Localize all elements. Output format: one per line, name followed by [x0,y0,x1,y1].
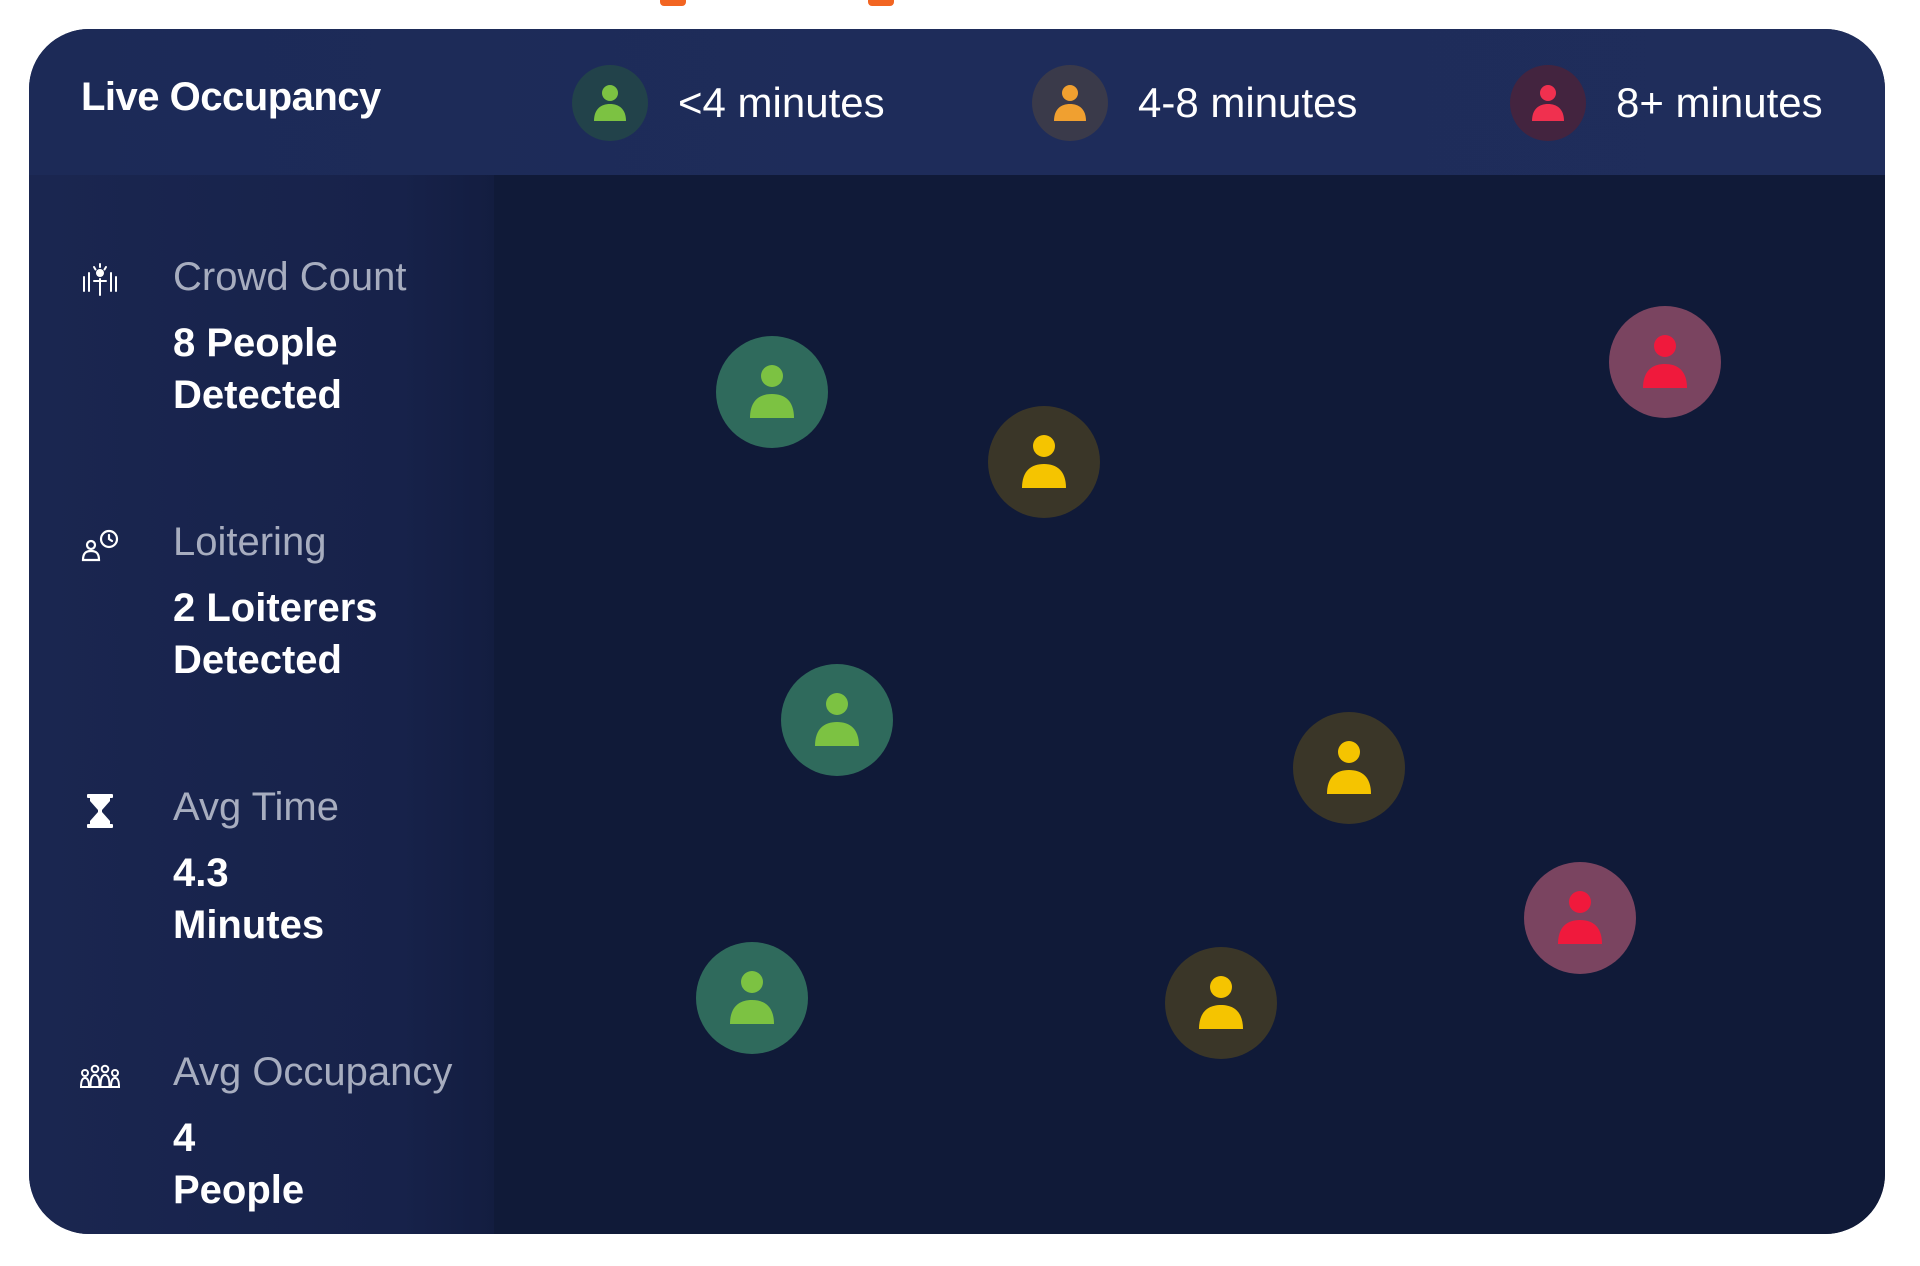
person-icon [1327,741,1371,794]
legend-item-medium: 4-8 minutes [1032,65,1357,141]
person-marker-short[interactable] [781,664,893,776]
person-icon [1022,435,1066,488]
person-marker-medium[interactable] [988,406,1100,518]
legend-dot-long [1510,65,1586,141]
hourglass-icon [87,794,113,828]
stat-value-line: Minutes [173,903,325,947]
legend-label: 8+ minutes [1616,79,1823,126]
stat-value: 2 Loiterers Detected [173,582,513,686]
person-marker-short[interactable] [696,942,808,1054]
accent-stroke [660,0,686,6]
stat-label: Crowd Count [173,255,407,299]
legend-item-long: 8+ minutes [1510,65,1823,141]
stat-value: 4.3 Minutes [173,847,513,951]
person-marker-medium[interactable] [1293,712,1405,824]
stat-label: Loitering [173,520,327,564]
stat-value-line: Detected [173,373,342,417]
stat-value-line: Detected [173,638,342,682]
person-icon [730,971,774,1024]
person-icon [1199,976,1243,1029]
person-marker-long[interactable] [1524,862,1636,974]
live-occupancy-card: Live Occupancy <4 minutes 4-8 minutes [29,29,1885,1234]
legend-dot-medium [1032,65,1108,141]
person-marker-short[interactable] [716,336,828,448]
stat-value: 8 People Detected [173,317,513,421]
group-icon [80,1064,120,1088]
legend-dot-short [572,65,648,141]
stat-value-line: 8 People [173,321,338,365]
stat-value-line: 4.3 [173,851,229,895]
occupancy-map [494,175,1885,1234]
person-icon [1558,891,1602,944]
person-icon [815,693,859,746]
person-marker-medium[interactable] [1165,947,1277,1059]
crowd-icon [83,263,117,296]
legend-item-short: <4 minutes [572,65,885,141]
stats-sidebar: Crowd Count 8 People Detected Loitering … [29,175,494,1234]
accent-stroke [868,0,894,6]
person-icon [1054,85,1086,121]
person-icon [1643,335,1687,388]
stat-label: Avg Occupancy [173,1050,453,1094]
person-icon [1532,85,1564,121]
legend-label: <4 minutes [678,79,885,126]
stat-value-line: 2 Loiterers [173,586,378,630]
stat-value-line: People [173,1168,305,1212]
stat-value: 4 People [173,1112,513,1216]
person-marker-long[interactable] [1609,306,1721,418]
stat-value-line: 4 [173,1116,196,1160]
legend-label: 4-8 minutes [1138,79,1358,126]
person-icon [750,365,794,418]
person-icon [594,85,626,121]
loiter-clock-icon [81,529,119,562]
stat-label: Avg Time [173,785,339,829]
page-title: Live Occupancy [81,75,381,119]
card-header: Live Occupancy <4 minutes 4-8 minutes [29,29,1885,175]
